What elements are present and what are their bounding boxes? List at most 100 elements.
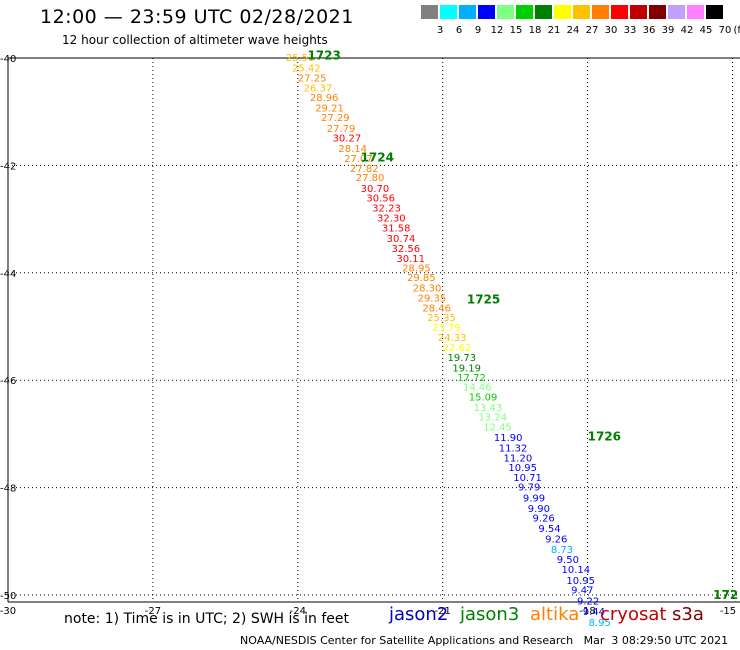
- legend-swatch: [630, 5, 647, 19]
- legend-swatch: [440, 5, 457, 19]
- wave-height-label: 8.95: [589, 618, 611, 629]
- legend-swatch: [497, 5, 514, 19]
- legend-label: 21: [547, 25, 561, 36]
- satellite-jason2: jason2: [389, 604, 449, 625]
- legend-swatch: [535, 5, 552, 19]
- lat-tick-label: -46: [0, 376, 16, 387]
- legend-swatch: [573, 5, 590, 19]
- wave-height-label: 28.46: [422, 304, 451, 315]
- wave-height-label: 14.46: [463, 383, 492, 394]
- wave-height-label: 28.14: [338, 144, 367, 155]
- pass-labels: 1723 1724 1725 1726 172: [307, 48, 738, 602]
- wave-height-label: 9.90: [528, 504, 550, 515]
- legend-label: 42: [680, 25, 694, 36]
- legend-swatch: [516, 5, 533, 19]
- wave-height-label: 9.79: [518, 483, 540, 494]
- legend-swatch: [592, 5, 609, 19]
- wave-height-label: 27.29: [321, 113, 350, 124]
- legend-swatch: [554, 5, 571, 19]
- wave-height-label: 9.44: [583, 607, 605, 618]
- lat-tick-label: -50: [0, 591, 16, 602]
- wave-height-label: 9.26: [533, 514, 555, 525]
- wave-height-label: 9.50: [557, 555, 579, 566]
- wave-height-label: 13.43: [474, 403, 503, 414]
- legend-swatch: [668, 5, 685, 19]
- legend-unit: (ft): [733, 25, 740, 36]
- wave-height-label: 27.82: [350, 164, 379, 175]
- wave-height-label: 31.58: [382, 224, 411, 235]
- wave-height-label: 11.20: [504, 454, 533, 465]
- wave-height-label: 29.21: [315, 103, 344, 114]
- legend-swatch: [421, 5, 438, 19]
- wave-height-points: 25.5125.4227.2526.3728.9629.2127.2927.79…: [286, 53, 611, 629]
- wave-height-label: 28.30: [413, 283, 442, 294]
- legend-label: 15: [509, 25, 523, 36]
- pass-number-label: 1723: [307, 48, 340, 62]
- legend-label: 6: [455, 25, 463, 36]
- wave-height-label: 27.79: [327, 124, 356, 135]
- wave-height-label: 11.32: [499, 443, 528, 454]
- lon-tick-label: -18: [579, 606, 595, 617]
- wave-height-label: 27.07: [344, 154, 373, 165]
- wave-height-label: 9.26: [545, 535, 567, 546]
- wave-height-label: 10.71: [513, 473, 542, 484]
- wave-height-label: 10.95: [508, 463, 537, 474]
- wave-height-label: 29.35: [418, 294, 447, 305]
- lat-tick-label: -44: [0, 269, 16, 280]
- wave-height-label: 30.74: [387, 234, 416, 245]
- legend-label: 45: [699, 25, 713, 36]
- wave-height-label: 27.80: [356, 173, 385, 184]
- wave-height-label: 25.42: [292, 64, 321, 75]
- lat-tick-label: -48: [0, 484, 16, 495]
- legend-label: 18: [528, 25, 542, 36]
- pass-number-label: 172: [713, 588, 738, 602]
- wave-height-label: 28.95: [402, 263, 431, 274]
- legend-label: 9: [474, 25, 482, 36]
- wave-height-label: 8.73: [551, 545, 573, 556]
- pass-number-label: 1726: [588, 430, 621, 444]
- wave-height-label: 26.37: [304, 84, 333, 95]
- legend-swatch: [649, 5, 666, 19]
- satellite-jason3: jason3: [460, 604, 520, 625]
- wave-height-label: 30.27: [333, 133, 362, 144]
- wave-height-label: 19.19: [452, 363, 481, 374]
- satellite-cryosat: cryosat: [600, 604, 667, 625]
- lon-tick-label: -24: [290, 606, 306, 617]
- wave-height-label: 9.22: [577, 596, 599, 607]
- wave-height-label: 30.56: [366, 194, 395, 205]
- satellite-s3a: s3a: [672, 604, 704, 625]
- wave-height-label: 32.30: [377, 213, 406, 224]
- legend-label: 24: [566, 25, 580, 36]
- legend-label: 36: [642, 25, 656, 36]
- map-subtitle: 12 hour collection of altimeter wave hei…: [62, 33, 328, 47]
- wave-height-label: 30.11: [396, 254, 425, 265]
- wave-height-label: 11.90: [494, 433, 523, 444]
- lon-tick-label: -30: [0, 606, 16, 617]
- legend-swatch: [611, 5, 628, 19]
- wave-height-label: 9.54: [538, 524, 560, 535]
- lon-tick-label: -21: [435, 606, 451, 617]
- legend-label: 27: [585, 25, 599, 36]
- lat-tick-label: -40: [0, 54, 16, 65]
- wave-height-label: 9.47: [571, 586, 593, 597]
- wave-height-label: 28.96: [310, 93, 339, 104]
- wave-height-label: 32.23: [372, 203, 401, 214]
- wave-height-label: 9.99: [523, 493, 545, 504]
- legend-swatch: [706, 5, 723, 19]
- legend-label: 33: [623, 25, 637, 36]
- legend-label: 39: [661, 25, 675, 36]
- wave-height-label: 32.56: [392, 244, 421, 255]
- wave-height-label: 13.24: [478, 413, 507, 424]
- legend-swatch: [459, 5, 476, 19]
- map-axes: -30 -27 -24 -21 -18 -15 -40 -42 -44 -46 -48 -50: [0, 54, 740, 617]
- pass-number-label: 1725: [467, 293, 500, 307]
- wave-height-label: 22.62: [443, 343, 472, 354]
- wave-height-label: 29.85: [407, 273, 436, 284]
- wave-height-label: 25.51: [286, 53, 315, 64]
- wave-height-label: 24.33: [438, 333, 467, 344]
- wave-height-label: 27.25: [298, 73, 327, 84]
- wave-height-label: 17.72: [457, 373, 486, 384]
- wave-height-label: 12.45: [483, 422, 512, 433]
- legend-label: 70: [718, 25, 732, 36]
